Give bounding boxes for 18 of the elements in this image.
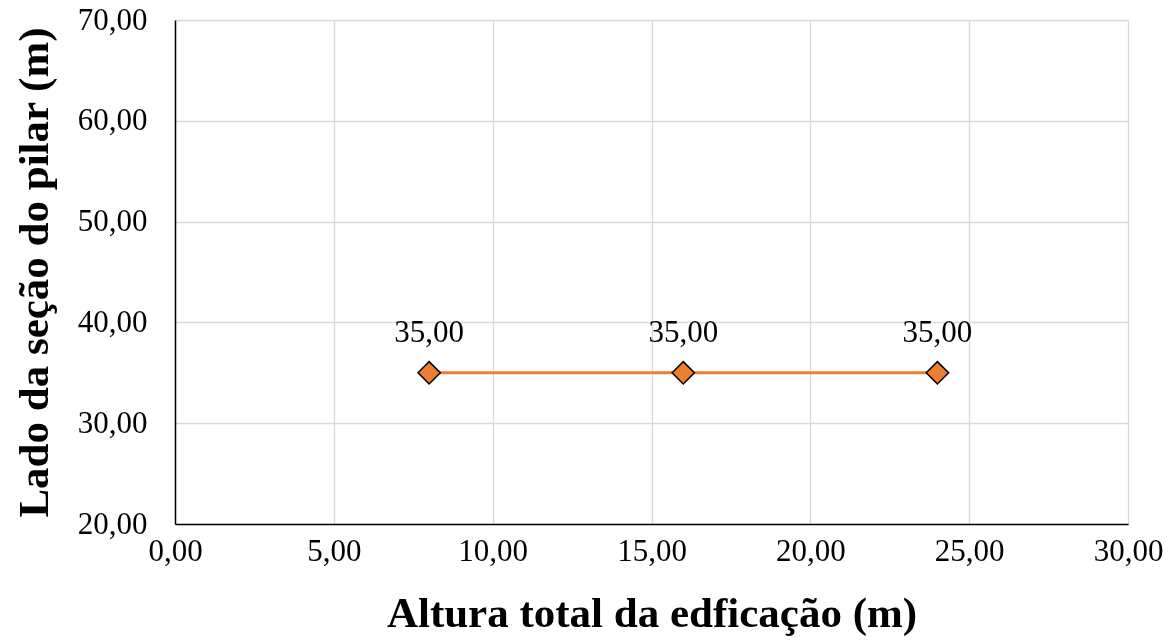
x-tick-label: 5,00 <box>307 532 362 568</box>
x-tick-label: 25,00 <box>934 532 1005 568</box>
y-tick-label: 20,00 <box>77 505 148 541</box>
y-tick-label: 60,00 <box>77 102 148 138</box>
x-tick-label: 0,00 <box>148 532 203 568</box>
y-tick-label: 30,00 <box>77 404 148 440</box>
x-axis-title: Altura total da edficação (m) <box>386 588 918 637</box>
data-label: 35,00 <box>648 313 719 349</box>
data-label: 35,00 <box>902 313 973 349</box>
y-tick-label: 70,00 <box>77 1 148 37</box>
data-label: 35,00 <box>394 313 465 349</box>
y-tick-label: 50,00 <box>77 203 148 239</box>
y-tick-label: 40,00 <box>77 303 148 339</box>
x-tick-label: 20,00 <box>775 532 846 568</box>
x-tick-label: 30,00 <box>1093 532 1164 568</box>
x-tick-label: 15,00 <box>617 532 687 568</box>
y-axis-title: Lado da seção do pilar (m) <box>9 27 58 518</box>
x-tick-label: 10,00 <box>458 532 529 568</box>
